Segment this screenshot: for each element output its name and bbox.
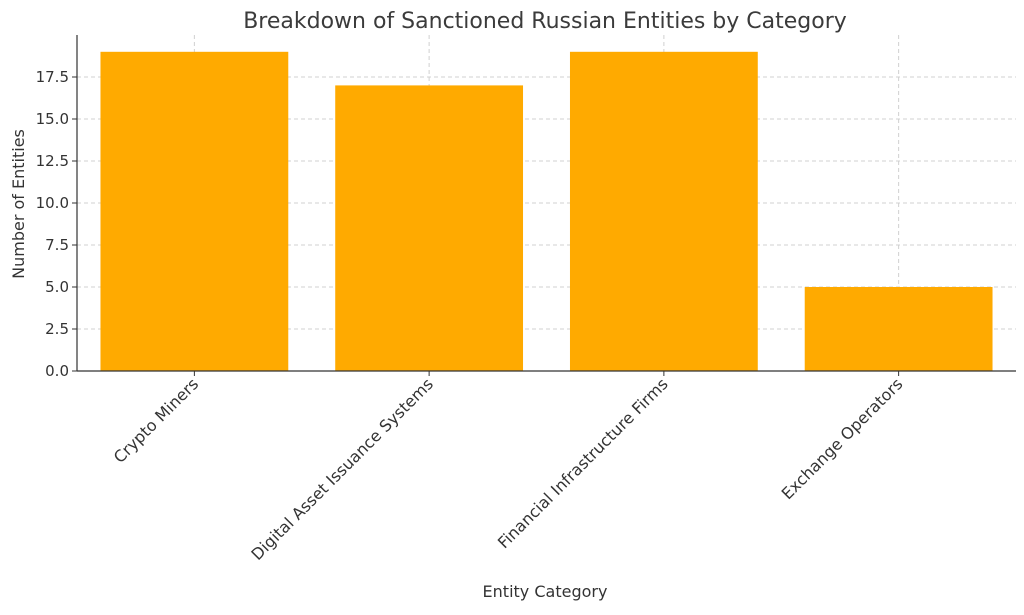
y-tick-label: 12.5: [36, 152, 69, 170]
y-tick-label: 7.5: [45, 236, 69, 254]
bar: [100, 51, 289, 372]
y-tick-label: 17.5: [36, 68, 69, 86]
y-tick-label: 0.0: [45, 362, 69, 380]
x-category-label: Exchange Operators: [778, 374, 907, 503]
x-axis-label: Entity Category: [483, 582, 608, 601]
x-category-labels: Crypto Miners Digital Asset Issuance Syst…: [110, 374, 907, 564]
x-category-label: Digital Asset Issuance Systems: [247, 374, 437, 564]
bar: [804, 287, 993, 371]
bar: [569, 51, 758, 372]
bars-layer: [100, 51, 993, 372]
y-tick-labels: 0.0 2.5 5.0 7.5 10.0 12.5 15.0 17.5: [36, 68, 69, 380]
y-tick-label: 10.0: [36, 194, 69, 212]
bar: [335, 85, 524, 372]
chart-title: Breakdown of Sanctioned Russian Entities…: [243, 9, 847, 34]
y-tick-label: 15.0: [36, 110, 69, 128]
y-tick-label: 2.5: [45, 320, 69, 338]
axes-layer: [72, 35, 1016, 376]
y-tick-label: 5.0: [45, 278, 69, 296]
x-category-label: Financial Infrastructure Firms: [494, 374, 672, 552]
y-axis-label: Number of Entities: [9, 129, 28, 279]
x-category-label: Crypto Miners: [110, 374, 202, 466]
